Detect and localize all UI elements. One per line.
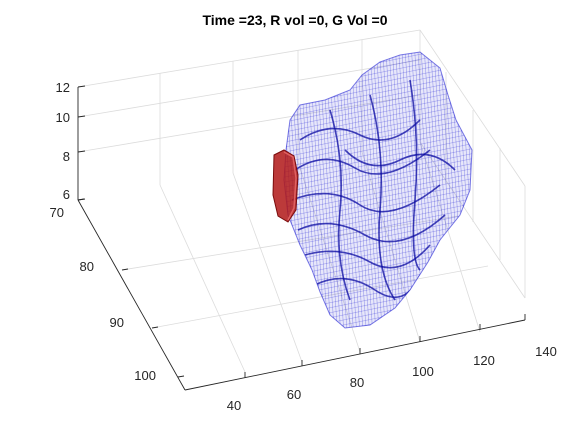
z-grid-line: [77, 59, 421, 118]
mesh-line: [284, 209, 472, 256]
mesh-line: [284, 109, 472, 156]
mesh-line: [284, 204, 472, 251]
mesh-line: [365, 52, 387, 328]
mesh-line: [349, 52, 371, 328]
mesh-line: [384, 52, 406, 328]
mesh-strand: [304, 244, 431, 269]
x-tick-label: 60: [287, 387, 301, 402]
mesh-line: [391, 52, 412, 328]
grid-lines: [77, 29, 526, 373]
x-tick-label: 120: [473, 353, 495, 368]
wall-grid-line: [419, 141, 526, 299]
mesh-line: [284, 214, 472, 261]
y-tick: [121, 268, 129, 271]
mesh-line: [284, 164, 472, 211]
axes: [77, 87, 526, 391]
mesh-line: [346, 52, 368, 328]
z-tick: [77, 85, 86, 88]
mesh-strand: [409, 79, 421, 271]
z-tick-label: 8: [63, 149, 70, 164]
red-surface: [272, 149, 299, 223]
mesh-line: [284, 114, 472, 161]
y-tick: [177, 375, 185, 378]
mesh-line: [284, 119, 472, 166]
x-tick-label: 40: [227, 398, 241, 413]
mesh-line: [356, 52, 377, 328]
mesh-line: [468, 52, 472, 328]
mesh-line: [478, 40, 498, 340]
mesh-line: [284, 149, 472, 196]
mesh-strand: [369, 94, 396, 301]
floor-grid-line: [151, 265, 489, 329]
mesh-line: [352, 52, 374, 328]
mesh-strand: [294, 149, 431, 175]
mesh-line: [284, 174, 472, 221]
mesh-strand: [344, 149, 456, 171]
x-tick-label: 80: [350, 375, 364, 390]
mesh-line: [475, 40, 495, 340]
floor-grid-line: [159, 184, 246, 373]
y-tick-label: 90: [110, 315, 124, 330]
z-tick-label: 6: [63, 187, 70, 202]
floor-grid-line: [361, 151, 421, 343]
mesh-line: [284, 144, 472, 191]
floor-grid-line: [121, 215, 459, 271]
mesh-line: [488, 40, 508, 340]
z-grid-line: [77, 29, 421, 88]
z-tick: [77, 150, 86, 153]
mesh-line: [471, 52, 472, 328]
mesh-line: [362, 52, 384, 328]
chart-title: Time =23, R vol =0, G Vol =0: [202, 12, 387, 28]
z-tick-label: 10: [56, 110, 70, 125]
floor-grid-line: [297, 161, 361, 353]
mesh-line: [375, 52, 396, 328]
mesh-line: [491, 40, 511, 340]
blue-surface-outline: [283, 51, 473, 329]
y-tick-label: 100: [134, 368, 156, 383]
mesh-line: [284, 104, 472, 151]
y-axis-line: [77, 199, 186, 391]
mesh-strand: [329, 109, 351, 301]
mesh-line: [284, 154, 472, 201]
y-tick-label: 80: [80, 259, 94, 274]
mesh-line: [388, 52, 409, 328]
floor-grid-line: [419, 141, 481, 333]
y-tick: [77, 198, 85, 201]
mesh-line: [378, 52, 400, 328]
mesh-line: [484, 40, 504, 340]
x-axis-line: [184, 319, 526, 391]
mesh-strand: [299, 119, 421, 141]
mesh-line: [481, 40, 501, 340]
red-surface-highlight: [283, 151, 297, 221]
mesh-line: [381, 52, 403, 328]
y-tick-label: 70: [50, 205, 64, 220]
x-tick-label: 140: [535, 344, 557, 359]
floor-grid-line: [232, 172, 303, 363]
x-tick-label: 100: [412, 364, 434, 379]
y-tick: [151, 326, 159, 329]
z-tick: [77, 115, 86, 118]
wall-grid-line: [419, 29, 526, 187]
mesh-strand: [297, 214, 446, 243]
mesh-line: [284, 319, 472, 328]
tick-labels: 12 10 8 6 70 80 90 100 40 60 80 100 120 …: [50, 80, 557, 413]
mesh-line: [368, 52, 390, 328]
z-tick-label: 12: [56, 80, 70, 95]
mesh-line: [284, 314, 472, 328]
mesh-strand: [291, 184, 441, 213]
z-grid-line: [77, 94, 421, 153]
mesh-line: [284, 169, 472, 216]
